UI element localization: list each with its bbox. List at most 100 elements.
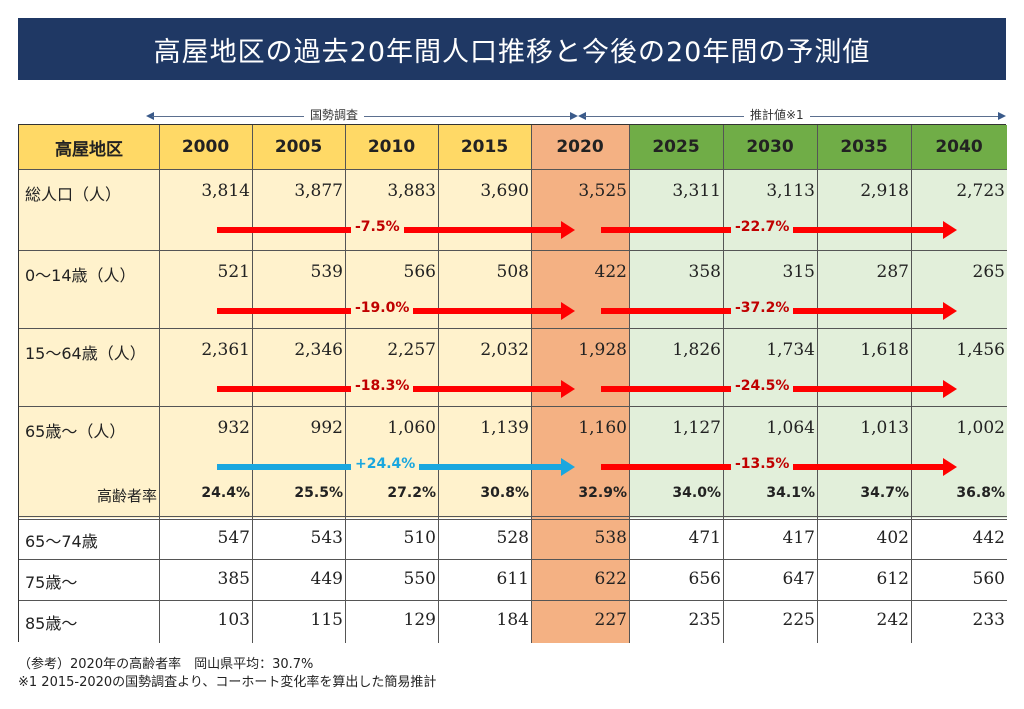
- value-cell: 3,113: [766, 181, 815, 201]
- value-cell: 2,257: [387, 340, 436, 360]
- estimate-span-right-arrow-icon: [998, 112, 1006, 120]
- trend-arrowhead: [943, 380, 957, 398]
- header-year-cell: 2015: [438, 125, 531, 169]
- column-divider: [817, 125, 818, 643]
- header-label-cell: 高屋地区: [19, 125, 159, 169]
- value-cell: 539: [310, 262, 343, 282]
- past-change-percent: +24.4%: [351, 456, 420, 472]
- sub-column-bg: [19, 518, 159, 643]
- value-cell: 538: [594, 528, 627, 548]
- value-cell: 1,826: [672, 340, 721, 360]
- sub-column-bg: [911, 518, 1007, 643]
- value-cell: 442: [972, 528, 1005, 548]
- value-cell: 508: [496, 262, 529, 282]
- value-cell: 227: [594, 610, 627, 630]
- value-cell: 3,690: [480, 181, 529, 201]
- sub-column-bg: [345, 518, 438, 643]
- population-table: 高屋地区 2000 2005 2010 2015 2020 2025 2030 2035 2040…: [18, 124, 1007, 643]
- footnotes: （参考）2020年の高齢者率 岡山県平均：30.7% ※1 2015-2020の…: [18, 656, 436, 692]
- row-divider: [19, 328, 1007, 329]
- value-cell: 417: [782, 528, 815, 548]
- column-divider: [159, 125, 160, 643]
- trend-arrowhead: [943, 302, 957, 320]
- double-row-divider: [19, 516, 1007, 520]
- column-divider: [723, 125, 724, 643]
- aging-rate-value: 32.9%: [578, 485, 627, 501]
- value-cell: 992: [310, 418, 343, 438]
- row-divider: [19, 406, 1007, 407]
- census-label: 国勢調査: [304, 106, 365, 123]
- column-divider: [252, 125, 253, 643]
- future-change-percent: -22.7%: [731, 219, 794, 235]
- past-change-percent: -19.0%: [351, 300, 414, 316]
- sub-column-bg: [438, 518, 531, 643]
- aging-rate-value: 34.7%: [860, 485, 909, 501]
- value-cell: 115: [310, 610, 343, 630]
- column-divider: [911, 125, 912, 643]
- aging-rate-value: 30.8%: [480, 485, 529, 501]
- value-cell: 2,918: [860, 181, 909, 201]
- value-cell: 510: [403, 528, 436, 548]
- column-divider: [438, 125, 439, 643]
- value-cell: 287: [876, 262, 909, 282]
- aging-rate-value: 24.4%: [201, 485, 250, 501]
- sub-column-bg: [817, 518, 911, 643]
- header-year-cell: 2000: [159, 125, 252, 169]
- value-cell: 560: [972, 569, 1005, 589]
- header-year-cell: 2025: [629, 125, 723, 169]
- value-cell: 225: [782, 610, 815, 630]
- value-cell: 242: [876, 610, 909, 630]
- value-cell: 402: [876, 528, 909, 548]
- page-title: 高屋地区の過去20年間人口推移と今後の20年間の予測値: [18, 18, 1006, 80]
- row-label: 0～14歳（人）: [25, 266, 136, 285]
- header-year-cell: 2020: [531, 125, 629, 169]
- header-year-cell: 2040: [911, 125, 1007, 169]
- value-cell: 1,002: [956, 418, 1005, 438]
- aging-rate-value: 25.5%: [294, 485, 343, 501]
- value-cell: 3,525: [578, 181, 627, 201]
- value-cell: 103: [217, 610, 250, 630]
- census-span-left-arrow-icon: [146, 112, 154, 120]
- sub-row-label: 75歳～: [25, 573, 78, 592]
- trend-arrowhead: [943, 221, 957, 239]
- aging-rate-value: 27.2%: [387, 485, 436, 501]
- value-cell: 528: [496, 528, 529, 548]
- header-year-cell: 2005: [252, 125, 345, 169]
- value-cell: 656: [688, 569, 721, 589]
- value-cell: 932: [217, 418, 250, 438]
- value-cell: 547: [217, 528, 250, 548]
- value-cell: 566: [403, 262, 436, 282]
- value-cell: 3,311: [672, 181, 721, 201]
- row-divider: [19, 169, 1007, 170]
- value-cell: 521: [217, 262, 250, 282]
- value-cell: 2,723: [956, 181, 1005, 201]
- column-divider: [629, 125, 630, 643]
- value-cell: 647: [782, 569, 815, 589]
- value-cell: 471: [688, 528, 721, 548]
- value-cell: 1,013: [860, 418, 909, 438]
- aging-rate-value: 34.0%: [672, 485, 721, 501]
- value-cell: 422: [594, 262, 627, 282]
- estimate-label: 推計値※1: [744, 106, 810, 123]
- estimate-span-left-arrow-icon: [578, 112, 586, 120]
- trend-arrowhead: [561, 302, 575, 320]
- column-divider: [345, 125, 346, 643]
- value-cell: 543: [310, 528, 343, 548]
- aging-rate-value: 36.8%: [956, 485, 1005, 501]
- trend-arrowhead: [561, 380, 575, 398]
- value-cell: 611: [496, 569, 529, 589]
- row-label: 65歳～（人）: [25, 422, 126, 441]
- value-cell: 2,346: [294, 340, 343, 360]
- column-divider: [531, 125, 532, 643]
- header-year-cell: 2010: [345, 125, 438, 169]
- value-cell: 1,928: [578, 340, 627, 360]
- sub-column-bg: [159, 518, 252, 643]
- row-label: 総人口（人）: [25, 185, 122, 204]
- row-divider: [19, 600, 1007, 601]
- value-cell: 622: [594, 569, 627, 589]
- past-change-percent: -18.3%: [351, 378, 414, 394]
- sub-row-label: 85歳～: [25, 614, 78, 633]
- body-column-bg: [19, 169, 159, 518]
- value-cell: 1,618: [860, 340, 909, 360]
- value-cell: 1,064: [766, 418, 815, 438]
